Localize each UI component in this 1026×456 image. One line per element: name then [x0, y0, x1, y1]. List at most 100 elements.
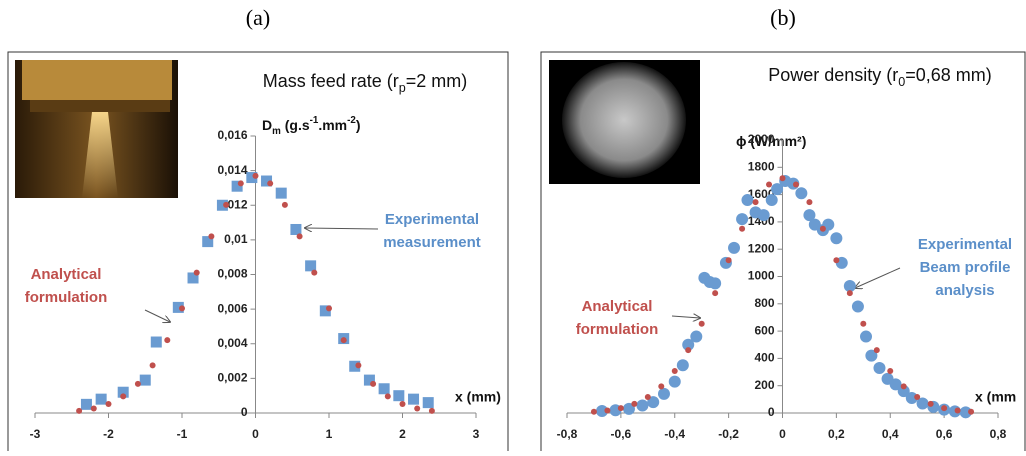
square-marker — [231, 180, 243, 192]
dot-marker — [792, 181, 799, 188]
y-tick-label: 0,01 — [224, 232, 248, 246]
square-marker — [261, 175, 273, 187]
dot-marker — [779, 175, 786, 182]
circle-marker — [959, 406, 972, 419]
dot-marker — [252, 172, 259, 179]
rich-text: Dm (g.s-1.mm-2) — [262, 115, 361, 137]
dot-marker — [90, 405, 97, 412]
square-marker — [319, 305, 331, 317]
panel-frame — [540, 51, 1026, 451]
dot-marker — [698, 320, 705, 327]
annotation: formulation — [576, 321, 659, 338]
circle-marker — [622, 402, 635, 415]
circle-marker — [865, 349, 878, 362]
x-tick-label: -3 — [30, 427, 41, 441]
circle-marker — [905, 391, 918, 404]
square-marker — [393, 390, 405, 402]
dot-marker — [604, 407, 611, 414]
dot-marker — [887, 367, 894, 374]
text-part: -2 — [347, 115, 356, 126]
text-part: =2 mm) — [406, 71, 468, 91]
dot-marker — [193, 269, 200, 276]
square-marker — [246, 172, 258, 184]
dot-marker — [752, 199, 759, 206]
square-marker — [202, 236, 214, 248]
y-tick-label: 1000 — [748, 269, 775, 283]
circle-marker — [765, 194, 778, 207]
text-part: p — [399, 81, 406, 95]
x-tick-label: 1 — [326, 427, 333, 441]
text-part: ϕ (W/mm²) — [736, 133, 806, 149]
x-tick-label: 0 — [779, 427, 786, 441]
x-tick-label: -0,6 — [611, 427, 632, 441]
text-part: =0,68 mm) — [905, 65, 992, 85]
square-marker — [363, 374, 375, 386]
square-marker — [117, 386, 129, 398]
rich-text: Power density (r0=0,68 mm) — [768, 65, 992, 90]
text-part: D — [262, 117, 272, 133]
square-marker — [408, 393, 420, 405]
x-tick-label: 0,6 — [936, 427, 953, 441]
x-axis-label: x (mm — [975, 389, 1016, 405]
dot-marker — [281, 201, 288, 208]
dot-marker — [671, 367, 678, 374]
square-marker — [80, 398, 92, 410]
dot-marker — [873, 347, 880, 354]
circle-marker — [873, 361, 886, 374]
y-tick-label: 200 — [754, 378, 774, 392]
circle-marker — [795, 187, 808, 200]
dot-marker — [685, 347, 692, 354]
dot-marker — [340, 337, 347, 344]
square-marker — [275, 187, 287, 199]
panel-frame — [7, 51, 509, 451]
dot-marker — [428, 407, 435, 414]
square-marker — [422, 397, 434, 409]
circle-marker — [851, 300, 864, 313]
dot-marker — [833, 257, 840, 264]
dot-marker — [631, 400, 638, 407]
circle-marker — [682, 338, 695, 351]
circle-marker — [668, 375, 681, 388]
square-marker — [150, 336, 162, 348]
text-part: m — [272, 126, 281, 137]
x-tick-label: -1 — [177, 427, 188, 441]
circle-marker — [830, 232, 843, 245]
text-part: .mm — [318, 117, 347, 133]
circle-marker — [647, 396, 660, 409]
square-marker — [305, 260, 317, 272]
dot-marker — [968, 408, 975, 415]
annotation: Analytical — [582, 298, 653, 315]
circle-marker — [690, 330, 703, 343]
arrow — [855, 267, 901, 288]
dot-marker — [134, 380, 141, 387]
arrow — [671, 316, 700, 318]
x-tick-label: -0,8 — [557, 427, 578, 441]
x-tick-label: -0,2 — [718, 427, 739, 441]
dot-marker — [384, 393, 391, 400]
square-marker — [216, 199, 228, 211]
panel-label: (b) — [770, 5, 796, 30]
circle-marker — [860, 330, 873, 343]
text-part: Power density (r — [768, 65, 898, 85]
square-marker — [172, 301, 184, 313]
circle-marker — [897, 385, 910, 398]
circle-marker — [657, 387, 670, 400]
y-tick-label: 0,016 — [217, 128, 247, 142]
y-tick-label: 0,008 — [217, 267, 247, 281]
x-tick-label: -0,4 — [664, 427, 685, 441]
dot-marker — [370, 380, 377, 387]
dot-marker — [725, 257, 732, 264]
arrow — [144, 309, 170, 322]
dot-marker — [860, 320, 867, 327]
dot-marker — [179, 305, 185, 312]
y-tick-label: 1800 — [748, 159, 775, 173]
circle-marker — [709, 277, 722, 290]
circle-marker — [757, 209, 770, 222]
arrow — [305, 228, 379, 229]
y-tick-label: 800 — [754, 296, 774, 310]
dot-marker — [712, 290, 719, 297]
dot-marker — [941, 405, 948, 412]
y-tick-label: 0,004 — [217, 336, 247, 350]
y-tick-label: 2000 — [748, 132, 775, 146]
